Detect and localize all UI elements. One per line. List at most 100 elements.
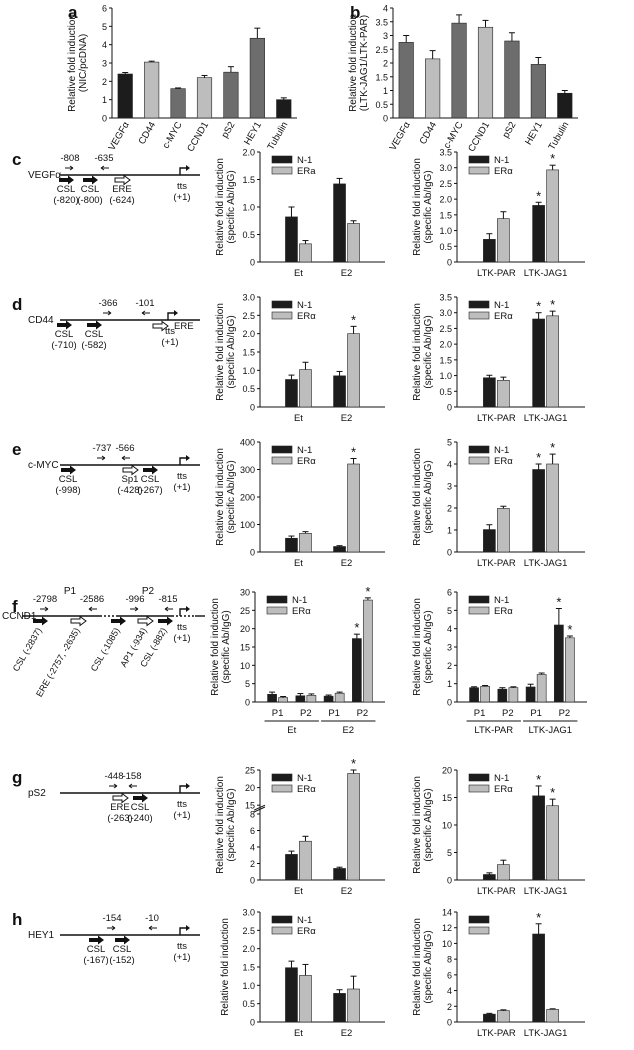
panel-letter: c [12, 150, 21, 169]
bar-n1 [285, 379, 298, 408]
y-tick-label: 0 [250, 876, 255, 886]
primer-position: -635 [94, 153, 113, 164]
y-tick-label: 4 [447, 986, 452, 996]
y-axis-label-line: (specific Ab/IgG) [423, 460, 434, 533]
csl-arrow-icon [59, 175, 74, 185]
x-group-label: Et [294, 268, 303, 279]
chart-e2: 0 1 2 3 4 5 Relative fold induction(specific A… [412, 438, 585, 569]
y-tick-label: 12 [442, 923, 452, 933]
y-tick-label: 1 [383, 86, 388, 96]
y-tick-label: 0 [447, 403, 452, 413]
significance-star: * [556, 595, 561, 610]
tts-label: tts [177, 622, 187, 633]
element-label: ERE (-2757, -2635) [34, 626, 82, 699]
legend-swatch [271, 155, 293, 164]
x-group-label: P1 [474, 708, 486, 719]
chart-h2: 0 2 4 6 8 10 12 14 Relative fold induction(speci… [412, 908, 585, 1039]
legend-swatch [266, 606, 288, 615]
x-group-label: LTK-PAR [477, 558, 516, 569]
y-tick-label: 4 [447, 624, 452, 634]
legend-swatch [468, 300, 490, 309]
legend-swatch [468, 606, 490, 615]
significance-star: * [354, 620, 359, 635]
bar-n1 [532, 469, 545, 553]
bar-n1 [554, 624, 564, 703]
primer-position: -10 [145, 913, 159, 924]
x-group-label: Et [294, 558, 303, 569]
primer-arrow-icon [121, 455, 130, 461]
legend-label: N-1 [494, 773, 509, 784]
y-axis-label: Relative fold induction(LTK-JAG1/LTK-PAR… [348, 14, 370, 112]
significance-star: * [536, 450, 541, 465]
bar-era [299, 532, 312, 553]
csl-arrow-icon [87, 320, 102, 330]
x-group-label: LTK-JAG1 [524, 558, 568, 569]
legend-swatch [266, 595, 288, 604]
x-group-label: LTK-PAR [477, 886, 516, 897]
promoter-label: P1 [64, 586, 77, 597]
y-tick-label: 3.0 [439, 163, 452, 173]
tts-position: (+1) [173, 952, 190, 963]
y-tick-label: 4 [447, 460, 452, 470]
y-tick-label: 5 [447, 438, 452, 448]
bar-n1 [333, 868, 346, 881]
y-tick-label: 4 [250, 843, 255, 853]
element-symbol: CSL [81, 184, 99, 195]
y-tick-label: 2 [447, 504, 452, 514]
y-tick-label: 300 [240, 465, 255, 475]
y-axis-label-line: (specific Ab/IgG) [423, 170, 434, 243]
ere-arrow-icon [114, 174, 131, 186]
legend-label: N-1 [494, 155, 509, 166]
y-axis-label-line: (specific Ab/IgG) [226, 315, 237, 388]
x-group-label: P2 [357, 708, 369, 719]
primer-arrow-icon [103, 310, 112, 316]
y-axis-label-line: Relative fold induction [210, 598, 221, 696]
y-tick-label: 2.5 [439, 324, 452, 334]
element-symbol: CSL [141, 474, 159, 485]
y-tick-label: 0 [102, 114, 107, 124]
csl-arrow-icon [158, 616, 173, 626]
panel-letter: g [12, 768, 22, 787]
x-tick-label: CCND1 [466, 120, 492, 154]
bar-n1 [532, 205, 545, 263]
y-axis-label-line: Relative fold induction [220, 918, 231, 1016]
panel-letter: a [68, 3, 78, 22]
bar-n1 [483, 377, 496, 408]
x-group-label: Et [294, 1028, 303, 1039]
element-symbol: CSL [87, 944, 105, 955]
tts-label: tts [177, 181, 187, 192]
bar-era [299, 840, 312, 881]
significance-star: * [351, 756, 356, 771]
y-tick-label: 20 [245, 783, 255, 793]
legend-swatch [468, 784, 490, 793]
y-tick-label: 2 [102, 77, 107, 87]
legend-label: ERα [297, 784, 316, 795]
significance-star: * [550, 785, 555, 800]
y-tick-label: 0.5 [439, 387, 452, 397]
bar-era [347, 773, 360, 881]
x-group-label: LTK-PAR [474, 725, 513, 736]
x-group-label: P2 [502, 708, 514, 719]
element-symbol: Sp1 [122, 474, 139, 485]
y-tick-label: 200 [240, 493, 255, 503]
y-axis-label-line: Relative fold induction [348, 14, 359, 112]
x-group-label: E2 [341, 1028, 353, 1039]
csl-arrow-icon [33, 616, 48, 626]
y-tick-label: 6 [447, 970, 452, 980]
y-tick-label: 0 [250, 403, 255, 413]
y-tick-label: 1 [447, 679, 452, 689]
primer-position: -808 [60, 153, 79, 164]
y-axis-label: Relative fold induction(specific Ab/IgG) [412, 598, 434, 696]
y-axis-label: Relative fold induction(specific Ab/IgG) [215, 448, 237, 546]
tts-arrowhead-icon [186, 606, 190, 612]
ere-arrow-icon [152, 320, 169, 332]
y-axis-label-line: (specific Ab/IgG) [226, 460, 237, 533]
bar-era [299, 975, 312, 1023]
y-tick-label: 5 [447, 606, 452, 616]
y-axis-label-line: (specific Ab/IgG) [423, 788, 434, 861]
element-position: (-152) [109, 955, 134, 966]
bar-era [497, 864, 510, 881]
